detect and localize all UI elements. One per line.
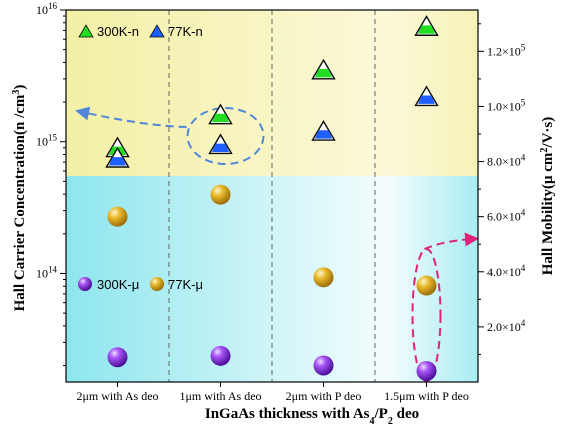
left-axis-title: Hall Carrier Concentration(n /cm3) (11, 85, 29, 312)
annotation-arrow-left-axis (75, 106, 187, 128)
legend-label-300k-mu: 300K-μ (97, 277, 139, 292)
legend-bottom: 300K-μ 77K-μ (78, 277, 203, 292)
axes: 2μm with As deo 1μm with As deo 2μm with P… (36, 1, 526, 403)
point-77k-mu (313, 267, 334, 288)
category-dividers (168, 10, 376, 382)
point-300k-n (311, 58, 336, 80)
data-marks (105, 15, 439, 381)
left-tick-label: 1015 (36, 133, 58, 149)
right-tick-label: 4.0×104 (487, 263, 526, 279)
annotation-ellipse-carrier (186, 107, 265, 165)
legend-label-77k-mu: 77K-μ (168, 277, 203, 292)
plot-frame (65, 9, 479, 383)
point-77k-mu (416, 275, 437, 296)
right-axis-title: Hall Mobility(μ cm2/V·s) (539, 117, 557, 276)
legend-top: 300K-n 77K-n (78, 24, 203, 39)
annotations (75, 106, 479, 382)
point-300k-n (208, 103, 233, 125)
right-tick-label: 8.0×104 (487, 153, 526, 169)
legend-marker-300k-mu (78, 277, 92, 291)
legend-marker-77k-mu (150, 277, 164, 291)
x-tick-label: 1μm with As deo (179, 389, 261, 403)
right-tick-label: 1.0×105 (487, 97, 526, 113)
point-300k-n (414, 15, 439, 36)
x-tick-label: 1.5μm with P deo (384, 389, 469, 403)
point-77k-mu (107, 206, 128, 227)
point-77k-n (105, 146, 130, 168)
point-77k-mu (210, 184, 231, 205)
point-77k-n (414, 85, 439, 107)
x-tick-label: 2μm with As deo (76, 389, 158, 403)
legend-marker-300k-n (78, 24, 94, 38)
x-tick-label: 2μm with P deo (286, 389, 362, 403)
right-tick-label: 1.2×105 (487, 42, 526, 58)
point-300k-mu (210, 345, 231, 366)
legend-label-77k-n: 77K-n (168, 24, 203, 39)
annotation-arrow-right-axis (424, 232, 479, 250)
point-300k-mu (313, 355, 334, 376)
point-300k-mu (416, 360, 437, 381)
right-tick-label: 6.0×104 (487, 208, 526, 224)
point-77k-n (311, 120, 336, 141)
right-tick-label: 2.0×104 (487, 318, 526, 334)
left-tick-label: 1016 (36, 1, 58, 17)
left-tick-label: 1014 (36, 264, 58, 280)
legend-label-300k-n: 300K-n (97, 24, 139, 39)
point-77k-n (208, 133, 233, 155)
x-axis-title: InGaAs thickness with As4/P2 deo (205, 406, 419, 427)
point-300k-mu (107, 347, 128, 368)
legend-marker-77k-n (149, 24, 165, 38)
